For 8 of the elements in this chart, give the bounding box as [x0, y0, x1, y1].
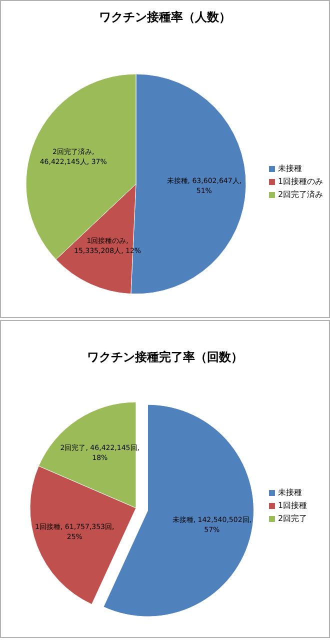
legend-label: 1回接種: [277, 500, 308, 512]
chart-title: ワクチン接種率（人数）: [98, 9, 232, 26]
legend-label: 未接種: [277, 163, 303, 175]
legend-label: 1回接種のみ: [277, 176, 324, 188]
legend-label: 未接種: [277, 487, 303, 499]
legend-label: 2回完了済み: [277, 189, 324, 201]
legend-label: 2回完了: [277, 513, 308, 525]
chart-title: ワクチン接種完了率（回数）: [86, 349, 244, 366]
